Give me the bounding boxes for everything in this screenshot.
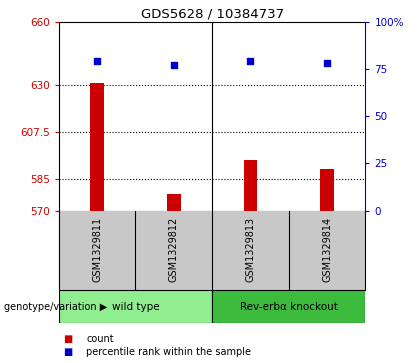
Text: GSM1329812: GSM1329812 (169, 217, 179, 282)
Bar (244, 160, 257, 211)
Point (247, 58, 254, 64)
Text: Rev-erbα knockout: Rev-erbα knockout (240, 302, 338, 312)
Text: percentile rank within the sample: percentile rank within the sample (86, 347, 251, 357)
Text: ■: ■ (63, 334, 72, 344)
Title: GDS5628 / 10384737: GDS5628 / 10384737 (141, 8, 284, 21)
Text: wild type: wild type (112, 302, 159, 312)
Text: GSM1329811: GSM1329811 (92, 217, 102, 282)
Text: count: count (86, 334, 114, 344)
Point (94, 58, 100, 64)
Bar (90, 83, 104, 211)
Text: ■: ■ (63, 347, 72, 357)
Text: GSM1329814: GSM1329814 (322, 217, 332, 282)
Point (324, 60, 331, 66)
Bar (59, 290, 212, 323)
Text: GSM1329813: GSM1329813 (245, 217, 255, 282)
Text: genotype/variation ▶: genotype/variation ▶ (4, 302, 108, 312)
Bar (212, 290, 365, 323)
Bar (320, 168, 334, 211)
Bar (167, 194, 181, 211)
Point (171, 62, 177, 68)
